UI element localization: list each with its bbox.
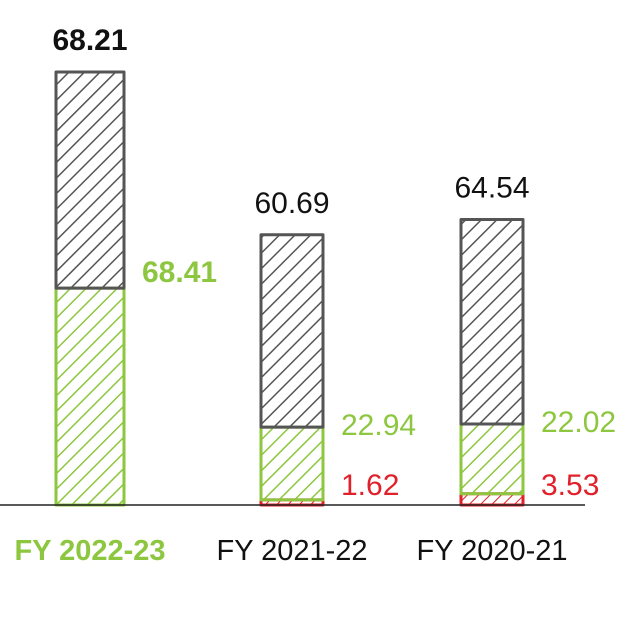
x-tick-label: FY 2022-23 xyxy=(14,535,165,567)
bars-group xyxy=(54,70,525,507)
total-value-label: 64.54 xyxy=(454,171,529,204)
x-tick-label: FY 2021-22 xyxy=(216,535,367,567)
red-value-label: 3.53 xyxy=(541,469,599,502)
total-value-label: 60.69 xyxy=(254,187,329,220)
x-tick-label: FY 2020-21 xyxy=(416,535,567,567)
bar-segment-dark xyxy=(459,217,525,426)
bar-segment-dark xyxy=(54,70,126,290)
bar-segment-dark xyxy=(259,233,325,429)
bar-segment-green xyxy=(259,425,325,502)
labels-group: 68.21 68.41 FY 2022-23 60.69 22.94 1.62 FY 202… xyxy=(14,24,616,567)
red-value-label: 1.62 xyxy=(341,469,399,502)
bar-segment-green xyxy=(54,286,126,507)
green-value-label: 22.94 xyxy=(341,409,416,442)
green-value-label: 22.02 xyxy=(541,406,616,439)
total-value-label: 68.21 xyxy=(52,24,127,57)
bar-segment-green xyxy=(459,422,525,496)
bar-segment-red xyxy=(459,492,525,507)
green-value-label: 68.41 xyxy=(142,256,217,289)
